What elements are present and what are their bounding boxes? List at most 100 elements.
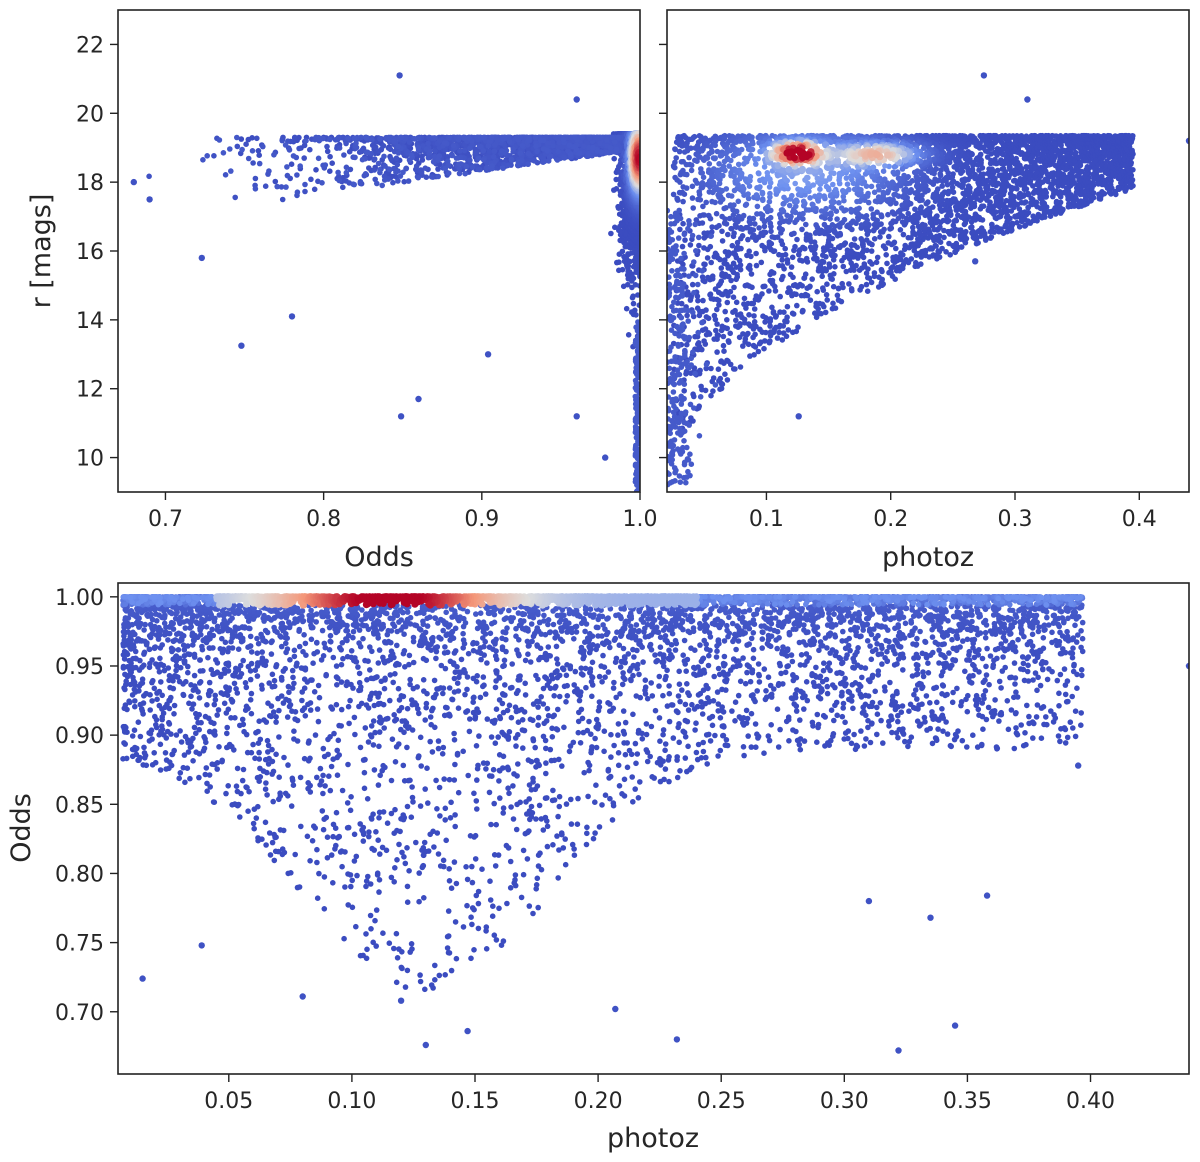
scatter-point [279,196,286,203]
scatter-point [832,305,839,312]
scatter-point [714,296,720,303]
scatter-point [377,166,383,173]
scatter-point [357,180,364,187]
scatter-point [302,188,308,195]
scatter-point [777,293,783,300]
scatter-point [395,150,402,156]
scatter-point [220,150,227,156]
scatter-point [515,137,522,143]
scatter-point [701,338,707,344]
scatter-point [727,288,734,295]
scatter-point [761,345,767,352]
scatter-point-outlier [198,254,205,262]
scatter-point [286,147,293,153]
scatter-point [445,154,451,160]
y-tick-label: 20 [76,102,104,127]
scatter-point [453,155,460,161]
scatter-point [491,148,498,154]
scatter-point [301,155,308,161]
scatter-point [556,139,562,146]
scatter-point [789,310,796,317]
scatter-point [823,292,830,298]
scatter-point [486,154,492,160]
scatter-point [525,161,531,167]
scatter-point [794,302,800,309]
scatter-point [594,148,601,154]
scatter-point [533,143,539,149]
scatter-point [146,173,152,180]
scatter-point [427,148,433,154]
scatter-point [462,170,469,177]
scatter-point [390,179,396,186]
scatter-point [746,312,752,318]
y-tick-label: 12 [76,378,104,403]
scatter-point [250,160,256,166]
scatter-point [341,152,347,158]
scatter-point [824,297,830,303]
scatter-point [335,169,341,176]
scatter-point [352,154,358,161]
scatter-point [560,136,567,143]
scatter-point [1073,189,1080,196]
scatter-point [449,152,456,159]
scatter-point [540,159,546,165]
scatter-point [371,167,378,173]
scatter-point [234,143,241,150]
scatter-point [632,307,638,314]
scatter-point [401,178,408,185]
scatter-point [785,327,792,333]
scatter-point [710,375,717,381]
scatter-point [227,146,233,152]
scatter-point [707,291,714,298]
scatter-point [278,184,285,190]
scatter-point [400,169,406,176]
scatter-point [609,134,616,141]
scatter-point [222,172,229,178]
axes-frame-top-left [117,9,641,493]
scatter-point [395,143,402,150]
scatter-point [607,145,614,151]
scatter-point [696,312,703,319]
x-tick-label: 0.9 [464,507,499,532]
scatter-point [731,284,737,291]
scatter-point [555,148,561,155]
scatter-point [351,135,358,142]
scatter-point [500,136,506,142]
scatter-point [781,309,787,316]
scatter-point [411,135,417,142]
scatter-point-outlier [602,454,609,461]
scatter-point [737,311,744,317]
scatter-point [834,292,841,299]
scatter-point [432,148,438,154]
scatter-point-outlier [573,96,580,103]
scatter-point [779,337,786,343]
scatter-point [1090,171,1096,178]
scatter-point [594,134,600,141]
scatter-point [345,135,352,142]
scatter-point [632,444,639,451]
scatter-point [450,143,457,149]
scatter-point [720,333,727,340]
scatter-point [497,161,503,167]
scatter-point [463,163,470,170]
scatter-point [403,165,410,172]
scatter-point [329,160,336,166]
scatter-point [245,155,252,162]
scatter-point [446,134,452,141]
scatter-point [733,299,740,306]
scatter-point [381,177,388,183]
scatter-point [393,155,400,161]
scatter-point [291,135,298,141]
scatter-point [802,291,809,298]
scatter-point [303,138,309,144]
scatter-point [283,184,289,190]
scatter-point [703,307,709,313]
scatter-point [712,286,719,292]
scatter-point [608,149,614,156]
scatter-point [566,142,573,148]
scatter-point-outlier [484,351,492,358]
scatter-point [315,155,322,162]
scatter-point [718,358,725,364]
scatter-point [418,169,425,175]
scatter-point [624,281,631,288]
